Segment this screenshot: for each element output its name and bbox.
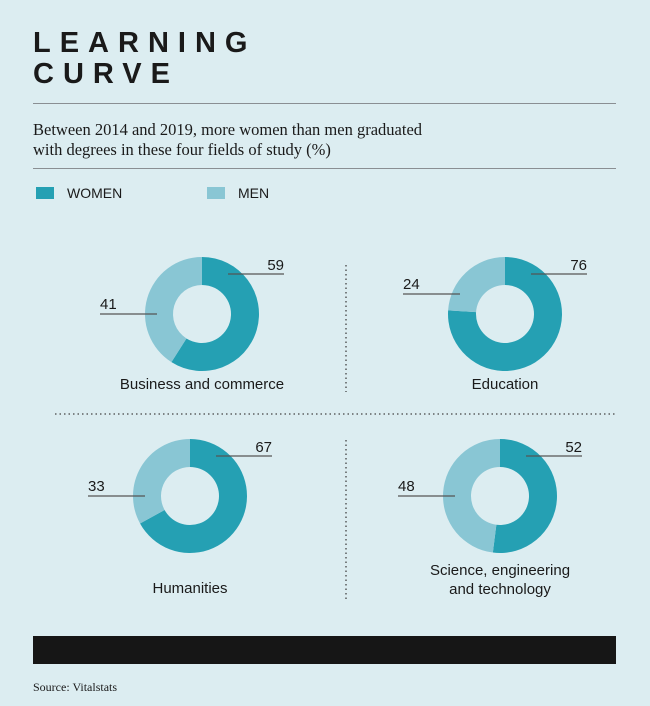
value-label-men: 41 [100,296,117,313]
chart-title: LEARNING CURVE [33,28,256,90]
legend-men: MEN [207,185,269,201]
donut-2: 67 33 Humanities [88,439,272,597]
value-label-women: 67 [255,439,272,456]
slice-men [144,257,202,363]
chart-subtitle: Between 2014 and 2019, more women than m… [33,120,422,160]
footer-bar [33,636,616,664]
slice-men [448,257,505,313]
category-label: and technology [449,581,551,598]
legend-swatch-men [207,187,225,199]
value-label-women: 76 [570,257,587,274]
legend-label: WOMEN [67,185,123,201]
title-line-1: LEARNING [33,27,257,59]
donut-0: 59 41 Business and commerce [100,257,284,393]
subtitle-line-1: Between 2014 and 2019, more women than m… [33,120,423,139]
value-label-men: 24 [403,276,420,293]
legend-swatch-women [36,187,54,199]
slice-women [140,439,248,553]
divider [33,103,616,104]
donut-1: 76 24 Education [403,257,587,393]
slice-men [442,439,500,553]
value-label-women: 52 [565,439,582,456]
category-label: Education [472,376,539,393]
source-note: Source: Vitalstats [33,680,118,694]
slice-women [448,257,562,371]
category-label: Science, engineering [430,562,570,579]
donut-3: 52 48 Science, engineering and technology [398,439,582,598]
slice-men [133,439,190,524]
slice-women [171,257,259,372]
slice-women [492,439,557,553]
title-line-2: CURVE [33,58,179,90]
category-label: Humanities [152,580,227,597]
divider [33,168,616,169]
value-label-men: 48 [398,478,415,495]
value-label-women: 59 [267,257,284,274]
value-label-men: 33 [88,478,105,495]
legend-women: WOMEN [36,185,122,201]
subtitle-line-2: with degrees in these four fields of stu… [33,140,331,159]
category-label: Business and commerce [120,376,284,393]
legend-label: MEN [238,185,270,201]
